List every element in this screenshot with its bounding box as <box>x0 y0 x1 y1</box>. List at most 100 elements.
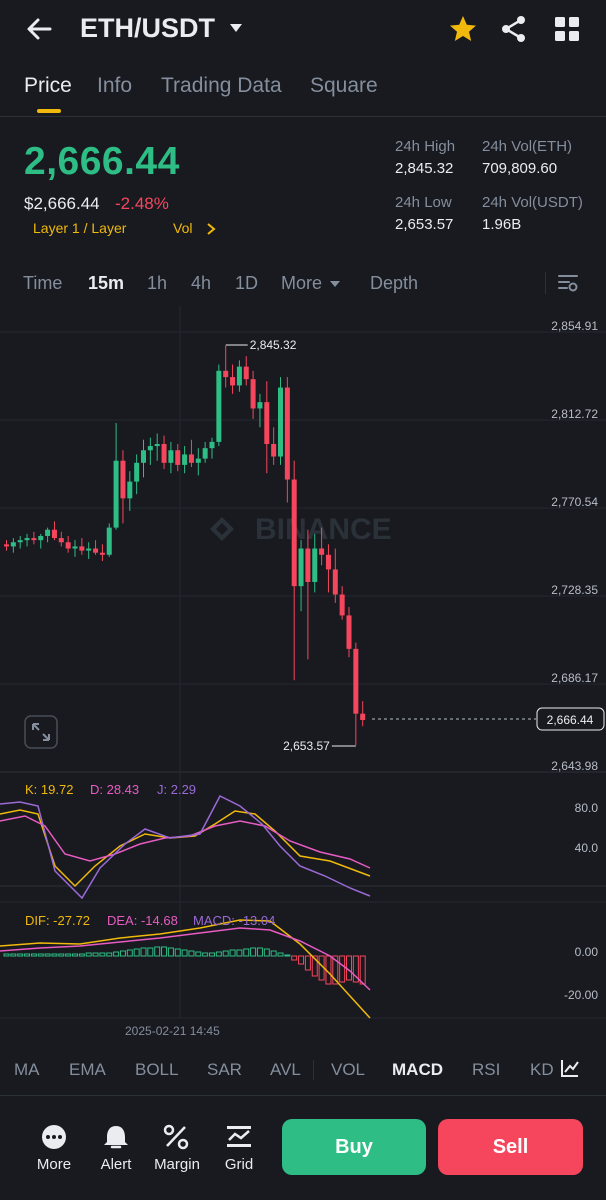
candlestick-chart[interactable]: BINANCE 2,854.91 2,812.72 2,770.54 2,728.35… <box>0 306 606 1046</box>
macd-histogram-bar <box>188 950 195 957</box>
candle-body <box>346 615 352 649</box>
macd-histogram-bar <box>222 950 229 957</box>
candle-body <box>45 529 51 536</box>
category-tag[interactable]: Layer 1 / Layer <box>33 220 127 236</box>
macd-histogram-bar <box>236 949 243 957</box>
macd-histogram-bar <box>250 947 257 957</box>
indicator-kd[interactable]: KD <box>530 1060 554 1079</box>
price-change-percent: -2.48% <box>115 194 169 213</box>
pair-title[interactable]: ETH/USDT <box>80 13 215 43</box>
time-axis-label: 2025-02-21 14:45 <box>125 1024 220 1038</box>
macd-histogram-bar <box>126 949 133 957</box>
tab-price[interactable]: Price <box>24 74 72 97</box>
star-icon[interactable] <box>448 14 478 44</box>
grid-action[interactable]: Grid <box>211 1124 267 1173</box>
macd-histogram-bar <box>346 955 352 981</box>
candle-body <box>86 548 92 551</box>
macd-histogram-bar <box>10 953 17 957</box>
candle-body <box>31 538 37 541</box>
candle-body <box>106 527 112 555</box>
interval-depth[interactable]: Depth <box>370 273 419 293</box>
candle-body <box>99 552 105 555</box>
interval-1h[interactable]: 1h <box>147 273 168 293</box>
macd-histogram-bar <box>65 953 72 957</box>
macd-histogram-bar <box>270 950 277 957</box>
macd-histogram-bar <box>133 948 140 957</box>
tab-info[interactable]: Info <box>97 74 133 97</box>
macd-dea-line <box>0 927 371 991</box>
candle-body <box>10 542 16 547</box>
candle-body <box>113 460 119 528</box>
macd-histogram-bar <box>154 946 161 957</box>
indicator-ma[interactable]: MA <box>14 1060 40 1079</box>
interval-1d[interactable]: 1D <box>235 273 259 293</box>
interval-15m[interactable]: 15m <box>88 273 125 293</box>
macd-dif-label: DIF: -27.72 <box>25 913 90 928</box>
grid-bot-icon <box>227 1126 251 1147</box>
candles <box>4 345 366 746</box>
expand-icon[interactable] <box>24 715 58 749</box>
indicator-avl[interactable]: AVL <box>270 1060 301 1079</box>
indicator-ema[interactable]: EMA <box>69 1060 106 1079</box>
more-action[interactable]: More <box>26 1124 82 1173</box>
candle-body <box>257 402 263 409</box>
interval-time[interactable]: Time <box>23 273 63 293</box>
macd-histogram-bar <box>119 950 126 957</box>
vol-tag[interactable]: Vol <box>173 220 193 236</box>
macd-histogram-bar <box>147 947 154 957</box>
macd-histogram-bar <box>51 953 58 957</box>
candle-body <box>223 370 229 378</box>
tab-square[interactable]: Square <box>310 74 378 97</box>
sell-button[interactable]: Sell <box>438 1119 583 1175</box>
candle-body <box>72 546 78 549</box>
candle-body <box>202 448 208 459</box>
interval-more[interactable]: More <box>281 273 323 293</box>
tab-trading-data[interactable]: Trading Data <box>161 74 282 97</box>
chart-settings-icon[interactable] <box>557 272 579 294</box>
candle-body <box>230 377 236 386</box>
indicator-sar[interactable]: SAR <box>207 1060 242 1079</box>
usd-price: $2,666.44 <box>24 194 100 213</box>
candle-body <box>332 569 338 595</box>
alert-action[interactable]: Alert <box>88 1124 144 1173</box>
margin-label: Margin <box>154 1156 200 1173</box>
macd-histogram-bar <box>215 951 222 957</box>
macd-histogram-bar <box>78 953 85 957</box>
macd-histogram-bar <box>298 955 305 965</box>
chevron-down-icon[interactable] <box>228 20 244 36</box>
candle-body <box>24 538 30 541</box>
kdj-lines <box>0 795 371 900</box>
kdj-axis-80: 80.0 <box>575 801 599 815</box>
indicator-settings-icon[interactable] <box>560 1058 580 1078</box>
share-icon[interactable] <box>500 14 528 44</box>
bell-icon <box>104 1126 128 1149</box>
grid-icon[interactable] <box>554 16 580 42</box>
macd-histogram-bar <box>229 949 236 957</box>
candle-body <box>51 529 57 539</box>
interval-4h[interactable]: 4h <box>191 273 212 293</box>
divider <box>313 1060 314 1080</box>
candle-body <box>319 548 325 555</box>
price-axis-label: 2,643.98 <box>551 759 598 773</box>
indicator-boll[interactable]: BOLL <box>135 1060 179 1079</box>
macd-histogram-bar <box>256 947 263 957</box>
margin-action[interactable]: Margin <box>149 1124 205 1173</box>
macd-histogram-bar <box>106 952 113 957</box>
back-arrow-icon[interactable] <box>24 14 54 44</box>
kdj-j-label: J: 2.29 <box>157 782 196 797</box>
macd-histogram-bar <box>209 952 215 957</box>
buy-button[interactable]: Buy <box>282 1119 426 1175</box>
kdj-j-line <box>0 795 371 900</box>
high-low-markers: 2,845.32 2,653.57 <box>225 338 356 753</box>
candle-body <box>305 548 311 582</box>
macd-histogram-bar <box>30 953 37 957</box>
indicator-rsi[interactable]: RSI <box>472 1060 501 1079</box>
high-value: 2,845.32 <box>395 160 454 177</box>
indicator-vol[interactable]: VOL <box>331 1060 366 1079</box>
indicator-macd[interactable]: MACD <box>392 1060 443 1079</box>
candle-body <box>161 443 167 463</box>
macd-histogram-bar <box>243 948 250 957</box>
watermark: BINANCE <box>255 513 392 546</box>
macd-histogram-bar <box>3 953 10 957</box>
macd-histogram-bar <box>339 955 346 983</box>
